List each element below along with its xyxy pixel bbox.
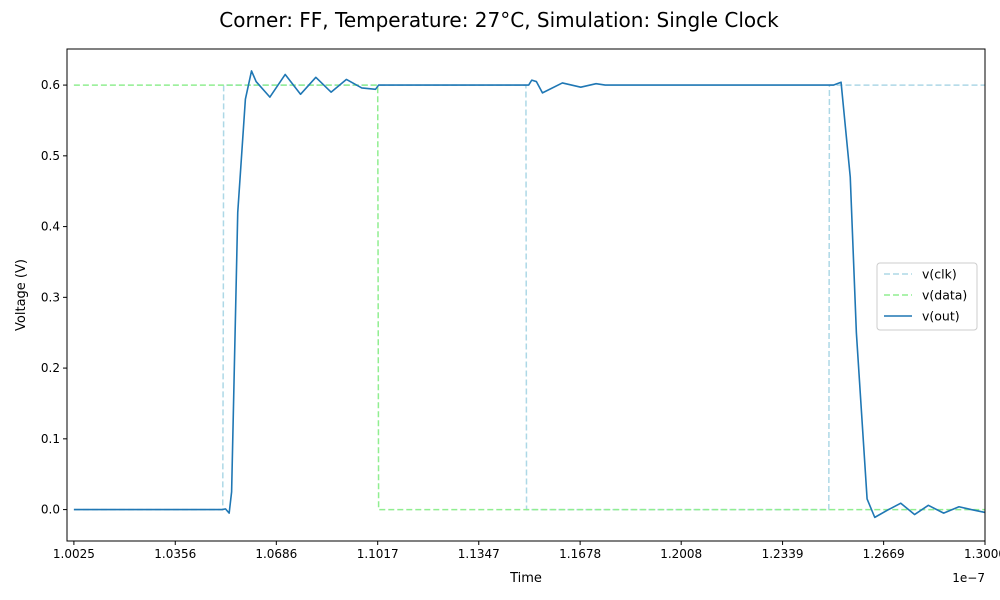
x-tick-label: 1.1347 [458,547,500,561]
y-tick-label: 0.6 [41,78,60,92]
axes-frame [66,48,986,542]
x-tick-label: 1.2008 [660,547,702,561]
series-line-v-data [73,84,985,511]
x-tick-label: 1.1678 [559,547,601,561]
x-tick-label: 1.2339 [762,547,804,561]
y-tick-label: 0.2 [41,361,60,375]
chart-title: Corner: FF, Temperature: 27°C, Simulatio… [219,8,779,32]
x-tick-label: 1.0356 [154,547,196,561]
y-tick-label: 0.4 [41,220,60,234]
y-axis: 0.0 0.1 0.2 0.3 0.4 0.5 0.6 [41,78,67,517]
x-tick-label: 1.2669 [863,547,905,561]
y-tick-label: 0.5 [41,149,60,163]
y-tick-label: 0.3 [41,290,60,304]
legend-label: v(out) [922,309,960,324]
x-offset-label: 1e−7 [952,571,985,585]
legend-box [876,262,978,331]
x-tick-label: 1.1017 [357,547,399,561]
x-tick-label: 1.0686 [255,547,297,561]
y-tick-label: 0.0 [41,503,60,517]
legend-label: v(data) [922,288,967,303]
legend: v(clk) v(data) v(out) [876,262,978,331]
x-axis-label: Time [509,571,542,586]
series-line-v-out [73,70,986,519]
y-tick-label: 0.1 [41,432,60,446]
legend-label: v(clk) [922,267,957,282]
y-axis-label: Voltage (V) [14,259,29,331]
plot-area [73,70,986,519]
x-axis: 1.0025 1.0356 1.0686 1.1017 1.1347 1.1678 1.20… [53,541,1000,561]
x-tick-label: 1.0025 [53,547,95,561]
